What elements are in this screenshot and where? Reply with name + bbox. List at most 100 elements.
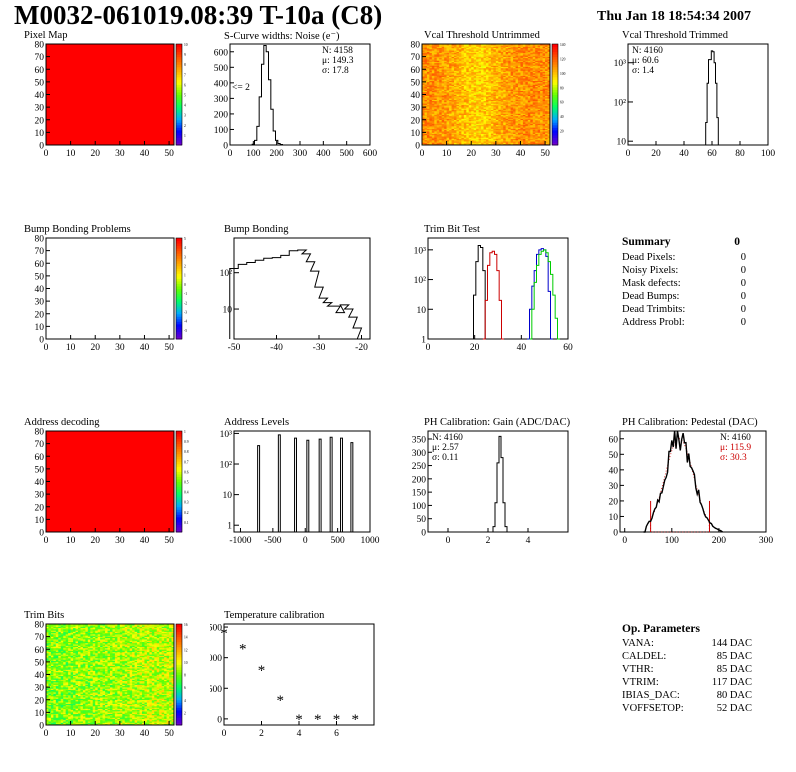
heatmap-cell (429, 86, 433, 89)
heatmap-cell (527, 46, 531, 49)
heatmap-cell (540, 100, 543, 103)
heatmap-cell (508, 46, 511, 49)
heatmap-cell (468, 93, 472, 95)
heatmap-cell (431, 62, 435, 65)
heatmap-cell (500, 89, 504, 92)
heatmap-cell (520, 60, 524, 62)
heatmap-cell (508, 123, 511, 126)
heatmap-cell (48, 694, 52, 697)
x-tick-label: 100 (761, 149, 776, 159)
heatmap-cell (439, 74, 442, 76)
heatmap-cell (522, 44, 526, 46)
heatmap-cell (466, 44, 470, 46)
heatmap-cell (545, 131, 548, 133)
heatmap-cell (513, 91, 516, 94)
heatmap-cell (478, 51, 482, 54)
heatmap-cell (483, 100, 487, 103)
heatmap-cell (537, 98, 541, 100)
heatmap-cell (463, 47, 467, 50)
heatmap-cell (537, 91, 541, 94)
heatmap-cell (476, 89, 479, 92)
heatmap-cell (508, 60, 511, 62)
heatmap-cell (490, 75, 494, 78)
heatmap-cell (426, 84, 430, 86)
heatmap-cell (490, 47, 494, 50)
heatmap-cell (498, 124, 502, 127)
y-tick-label: 10² (414, 276, 427, 286)
heatmap-cell (540, 66, 543, 69)
y-tick-label: 80 (35, 235, 45, 245)
heatmap-cell (46, 654, 49, 656)
heatmap-cell (461, 44, 465, 46)
palette-cell (176, 263, 182, 267)
heatmap-cell (522, 76, 526, 79)
heatmap-cell (463, 127, 467, 129)
heatmap-cell (522, 74, 526, 76)
heatmap-cell (481, 102, 484, 104)
heatmap-cell (518, 141, 521, 143)
heatmap-cell (481, 64, 484, 66)
heatmap-cell (547, 78, 551, 80)
heatmap-cell (520, 88, 524, 90)
heatmap-cell (422, 97, 425, 99)
heatmap-cell (537, 103, 541, 105)
heatmap-cell (466, 108, 470, 110)
heatmap-cell (476, 59, 479, 61)
palette-tick-label: 5 (184, 94, 186, 98)
heatmap-cell (500, 50, 504, 52)
heatmap-cell (449, 84, 452, 86)
heatmap-cell (545, 70, 548, 73)
heatmap-cell (456, 104, 460, 107)
heatmap-cell (441, 84, 445, 86)
heatmap-cell (426, 108, 430, 110)
heatmap-cell (537, 50, 541, 52)
palette-tick-label: -3 (184, 310, 187, 314)
heatmap-cell (520, 70, 524, 73)
heatmap-cell (481, 55, 484, 57)
heatmap-cell (486, 105, 489, 108)
heatmap-cell (446, 85, 450, 88)
heatmap-cell (495, 69, 499, 71)
heatmap-cell (525, 55, 529, 57)
heatmap-cell (458, 126, 462, 128)
heatmap-cell (424, 142, 428, 145)
heatmap-cell (46, 678, 49, 680)
heatmap-cell (429, 60, 433, 62)
heatmap-cell (426, 88, 430, 90)
heatmap-cell (522, 89, 526, 92)
heatmap-cell (532, 105, 536, 108)
heatmap-cell (434, 90, 438, 93)
heatmap-cell (490, 93, 494, 95)
heatmap-cell (461, 108, 465, 110)
heatmap-cell (545, 80, 548, 83)
heatmap-cell (446, 73, 450, 75)
heatmap-cell (488, 71, 492, 74)
heatmap-cell (537, 46, 541, 49)
heatmap-cell (493, 56, 497, 59)
heatmap-cell (473, 99, 477, 102)
heatmap-cell (486, 114, 489, 117)
heatmap-cell (422, 104, 425, 107)
heatmap-cell (540, 141, 543, 143)
heatmap-cell (439, 75, 442, 78)
heatmap-cell (468, 138, 472, 141)
heatmap-cell (498, 99, 502, 102)
heatmap-cell (50, 664, 54, 666)
heatmap-cell (476, 80, 479, 83)
heatmap-cell (488, 52, 492, 55)
heatmap-cell (515, 75, 519, 78)
heatmap-cell (50, 695, 54, 698)
palette-cell (176, 102, 182, 106)
heatmap-cell (532, 138, 536, 141)
heatmap-cell (476, 137, 479, 139)
heatmap-cell (495, 73, 499, 75)
heatmap-cell (530, 60, 534, 62)
heatmap-cell (483, 83, 487, 85)
heatmap-cell (424, 51, 428, 54)
y-tick-label: 30 (35, 491, 45, 501)
heatmap-cell (542, 74, 546, 76)
heatmap-cell (535, 114, 538, 117)
heatmap-cell (510, 99, 514, 102)
heatmap-cell (498, 95, 502, 98)
heatmap-cell (466, 105, 470, 108)
